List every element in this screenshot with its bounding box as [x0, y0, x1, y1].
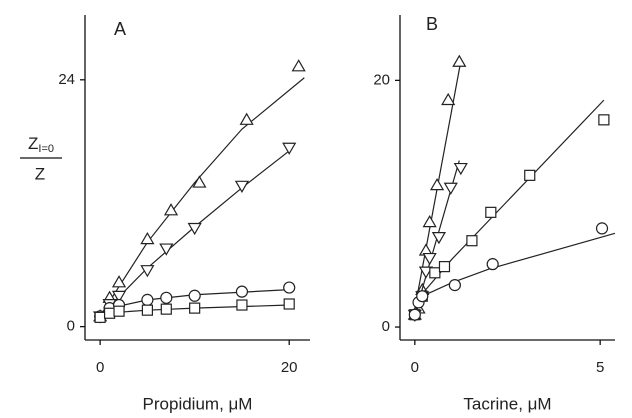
- y-tick-label: 24: [58, 71, 75, 88]
- marker: [236, 299, 248, 311]
- x-axis-label: Propidium, μM: [143, 394, 253, 413]
- marker: [234, 180, 250, 193]
- marker: [113, 305, 125, 317]
- marker: [416, 290, 429, 303]
- marker: [192, 175, 207, 188]
- marker: [282, 142, 297, 155]
- marker: [422, 214, 437, 228]
- marker: [452, 54, 467, 67]
- marker: [159, 243, 174, 256]
- marker: [598, 114, 610, 126]
- marker: [141, 304, 153, 316]
- y-tick-label: 0: [67, 318, 75, 335]
- marker: [431, 232, 447, 245]
- marker: [595, 222, 609, 235]
- numerator-sub: I=0: [38, 143, 54, 155]
- marker: [141, 293, 154, 306]
- marker: [441, 92, 456, 106]
- marker: [418, 266, 434, 279]
- x-tick-label: 20: [281, 359, 298, 376]
- marker: [94, 311, 106, 323]
- marker: [429, 267, 441, 279]
- marker: [443, 182, 458, 195]
- marker: [140, 231, 155, 245]
- marker: [187, 222, 202, 236]
- y-label-numerator: ZI=0: [28, 134, 54, 154]
- marker: [189, 302, 201, 314]
- marker: [163, 203, 179, 216]
- panel-label: A: [114, 19, 126, 39]
- marker: [160, 291, 173, 304]
- y-tick-label: 20: [373, 71, 390, 88]
- marker: [466, 235, 478, 247]
- panel-label: B: [426, 14, 438, 34]
- marker: [408, 308, 421, 321]
- fit-line: [99, 77, 305, 317]
- fit-line: [414, 99, 605, 315]
- x-tick-label: 0: [411, 359, 419, 376]
- marker: [140, 265, 155, 278]
- marker: [524, 169, 536, 181]
- marker: [160, 303, 172, 315]
- marker: [422, 252, 437, 266]
- marker: [453, 162, 468, 176]
- marker: [188, 289, 201, 302]
- y-tick-label: 0: [382, 318, 390, 335]
- x-tick-label: 0: [96, 359, 104, 376]
- y-axis-label: ZI=0Z: [20, 134, 62, 183]
- marker: [239, 112, 254, 125]
- marker: [429, 177, 445, 191]
- marker: [235, 285, 249, 298]
- marker: [485, 206, 497, 218]
- marker: [283, 298, 295, 310]
- marker: [291, 59, 306, 72]
- numerator: Z: [28, 134, 38, 153]
- marker: [486, 258, 499, 271]
- x-axis-label: Tacrine, μM: [463, 394, 551, 413]
- y-label-denominator: Z: [35, 164, 45, 183]
- marker: [438, 261, 451, 273]
- x-tick-label: 5: [596, 359, 604, 376]
- marker: [103, 307, 116, 319]
- marker: [111, 275, 127, 288]
- marker: [448, 279, 461, 292]
- marker: [283, 281, 296, 294]
- marker: [111, 290, 127, 304]
- fit-line: [414, 232, 616, 315]
